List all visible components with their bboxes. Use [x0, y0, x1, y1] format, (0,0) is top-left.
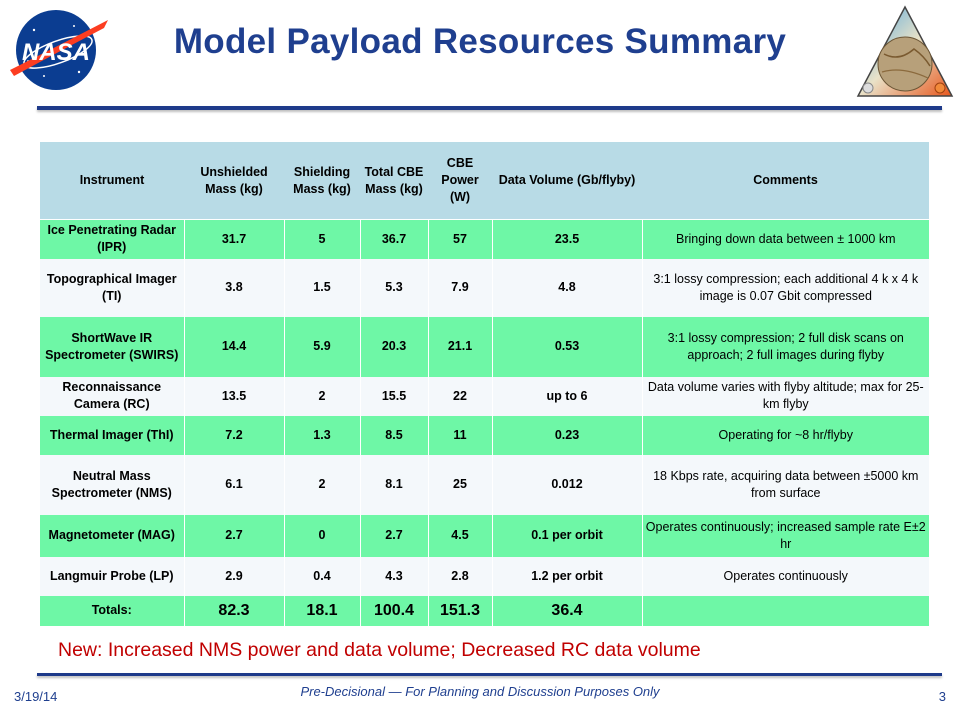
shielding-mass-cell: 2 [283, 376, 360, 416]
total-data-volume: 36.4 [491, 595, 642, 626]
total-mass-cell: 8.1 [359, 454, 428, 515]
svg-text:NASA: NASA [22, 39, 90, 66]
change-note: New: Increased NMS power and data volume… [58, 639, 701, 661]
unshielded-mass-cell: 3.8 [183, 258, 284, 317]
table-row: ShortWave IR Spectrometer (SWIRS) 14.4 5… [40, 316, 929, 377]
slide-date: 3/19/14 [14, 689, 58, 704]
data-volume-cell: up to 6 [491, 376, 642, 416]
total-mass-cell: 5.3 [359, 258, 428, 317]
shielding-mass-cell: 5.9 [283, 316, 360, 377]
shielding-mass-cell: 5 [283, 219, 360, 259]
shielding-mass-cell: 0.4 [283, 556, 360, 596]
table-row: Neutral Mass Spectrometer (NMS) 6.1 2 8.… [40, 454, 929, 515]
header-row: Instrument Unshielded Mass (kg) Shieldin… [40, 142, 929, 220]
shielding-mass-cell: 1.5 [283, 258, 360, 317]
comment-cell: Operates continuously [641, 556, 929, 596]
power-cell: 11 [427, 415, 492, 455]
comment-cell: 18 Kbps rate, acquiring data between ±50… [641, 454, 929, 515]
table-row: Ice Penetrating Radar (IPR) 31.7 5 36.7 … [40, 219, 929, 259]
total-shielding-mass: 18.1 [283, 595, 360, 626]
unshielded-mass-cell: 2.9 [183, 556, 284, 596]
power-cell: 57 [427, 219, 492, 259]
instrument-cell: ShortWave IR Spectrometer (SWIRS) [40, 316, 184, 377]
column-header: Unshielded Mass (kg) [184, 142, 284, 220]
instrument-cell: Neutral Mass Spectrometer (NMS) [40, 454, 184, 515]
total-mass-cell: 4.3 [359, 556, 428, 596]
column-header: CBE Power (W) [428, 142, 492, 220]
total-mass-cell: 15.5 [359, 376, 428, 416]
total-comment [641, 595, 929, 626]
total-mass-cell: 2.7 [359, 514, 428, 557]
data-volume-cell: 4.8 [491, 258, 642, 317]
power-cell: 7.9 [427, 258, 492, 317]
comment-cell: 3:1 lossy compression; each additional 4… [641, 258, 929, 317]
instrument-cell: Reconnaissance Camera (RC) [40, 376, 184, 416]
shielding-mass-cell: 0 [283, 514, 360, 557]
unshielded-mass-cell: 2.7 [183, 514, 284, 557]
comment-cell: 3:1 lossy compression; 2 full disk scans… [641, 316, 929, 377]
instrument-cell: Langmuir Probe (LP) [40, 556, 184, 596]
power-cell: 21.1 [427, 316, 492, 377]
footer-disclaimer: Pre-Decisional — For Planning and Discus… [300, 684, 660, 699]
data-volume-cell: 23.5 [491, 219, 642, 259]
table-row: Thermal Imager (ThI) 7.2 1.3 8.5 11 0.23… [40, 415, 929, 455]
column-header: Shielding Mass (kg) [284, 142, 360, 220]
table-row: Langmuir Probe (LP) 2.9 0.4 4.3 2.8 1.2 … [40, 556, 929, 596]
table-row: Reconnaissance Camera (RC) 13.5 2 15.5 2… [40, 376, 929, 416]
total-cbe-mass: 100.4 [359, 595, 428, 626]
total-mass-cell: 36.7 [359, 219, 428, 259]
total-power: 151.3 [427, 595, 492, 626]
mission-logo [854, 4, 956, 100]
instrument-cell: Magnetometer (MAG) [40, 514, 184, 557]
power-cell: 22 [427, 376, 492, 416]
unshielded-mass-cell: 6.1 [183, 454, 284, 515]
nasa-logo: NASA [4, 6, 112, 96]
payload-resources-table: Instrument Unshielded Mass (kg) Shieldin… [40, 142, 929, 626]
data-volume-cell: 0.53 [491, 316, 642, 377]
column-header: Comments [642, 142, 929, 220]
shielding-mass-cell: 1.3 [283, 415, 360, 455]
data-volume-cell: 0.1 per orbit [491, 514, 642, 557]
bottom-divider [37, 673, 942, 676]
comment-cell: Operates continuously; increased sample … [641, 514, 929, 557]
total-unshielded-mass: 82.3 [183, 595, 284, 626]
unshielded-mass-cell: 31.7 [183, 219, 284, 259]
unshielded-mass-cell: 13.5 [183, 376, 284, 416]
column-header: Total CBE Mass (kg) [360, 142, 428, 220]
table-row: Magnetometer (MAG) 2.7 0 2.7 4.5 0.1 per… [40, 514, 929, 557]
comment-cell: Bringing down data between ± 1000 km [641, 219, 929, 259]
instrument-cell: Thermal Imager (ThI) [40, 415, 184, 455]
comment-cell: Data volume varies with flyby altitude; … [641, 376, 929, 416]
shielding-mass-cell: 2 [283, 454, 360, 515]
data-volume-cell: 0.23 [491, 415, 642, 455]
comment-cell: Operating for ~8 hr/flyby [641, 415, 929, 455]
top-divider [37, 106, 942, 110]
unshielded-mass-cell: 14.4 [183, 316, 284, 377]
instrument-cell: Topographical Imager (TI) [40, 258, 184, 317]
data-volume-cell: 0.012 [491, 454, 642, 515]
instrument-cell: Ice Penetrating Radar (IPR) [40, 219, 184, 259]
total-mass-cell: 20.3 [359, 316, 428, 377]
page-title: Model Payload Resources Summary [173, 22, 787, 61]
table-row: Topographical Imager (TI) 3.8 1.5 5.3 7.… [40, 258, 929, 317]
page-number: 3 [938, 689, 946, 704]
total-mass-cell: 8.5 [359, 415, 428, 455]
column-header: Data Volume (Gb/flyby) [492, 142, 642, 220]
data-volume-cell: 1.2 per orbit [491, 556, 642, 596]
totals-row: Totals: 82.3 18.1 100.4 151.3 36.4 [40, 595, 929, 626]
power-cell: 2.8 [427, 556, 492, 596]
power-cell: 4.5 [427, 514, 492, 557]
column-header: Instrument [40, 142, 184, 220]
unshielded-mass-cell: 7.2 [183, 415, 284, 455]
totals-label: Totals: [40, 595, 184, 626]
power-cell: 25 [427, 454, 492, 515]
